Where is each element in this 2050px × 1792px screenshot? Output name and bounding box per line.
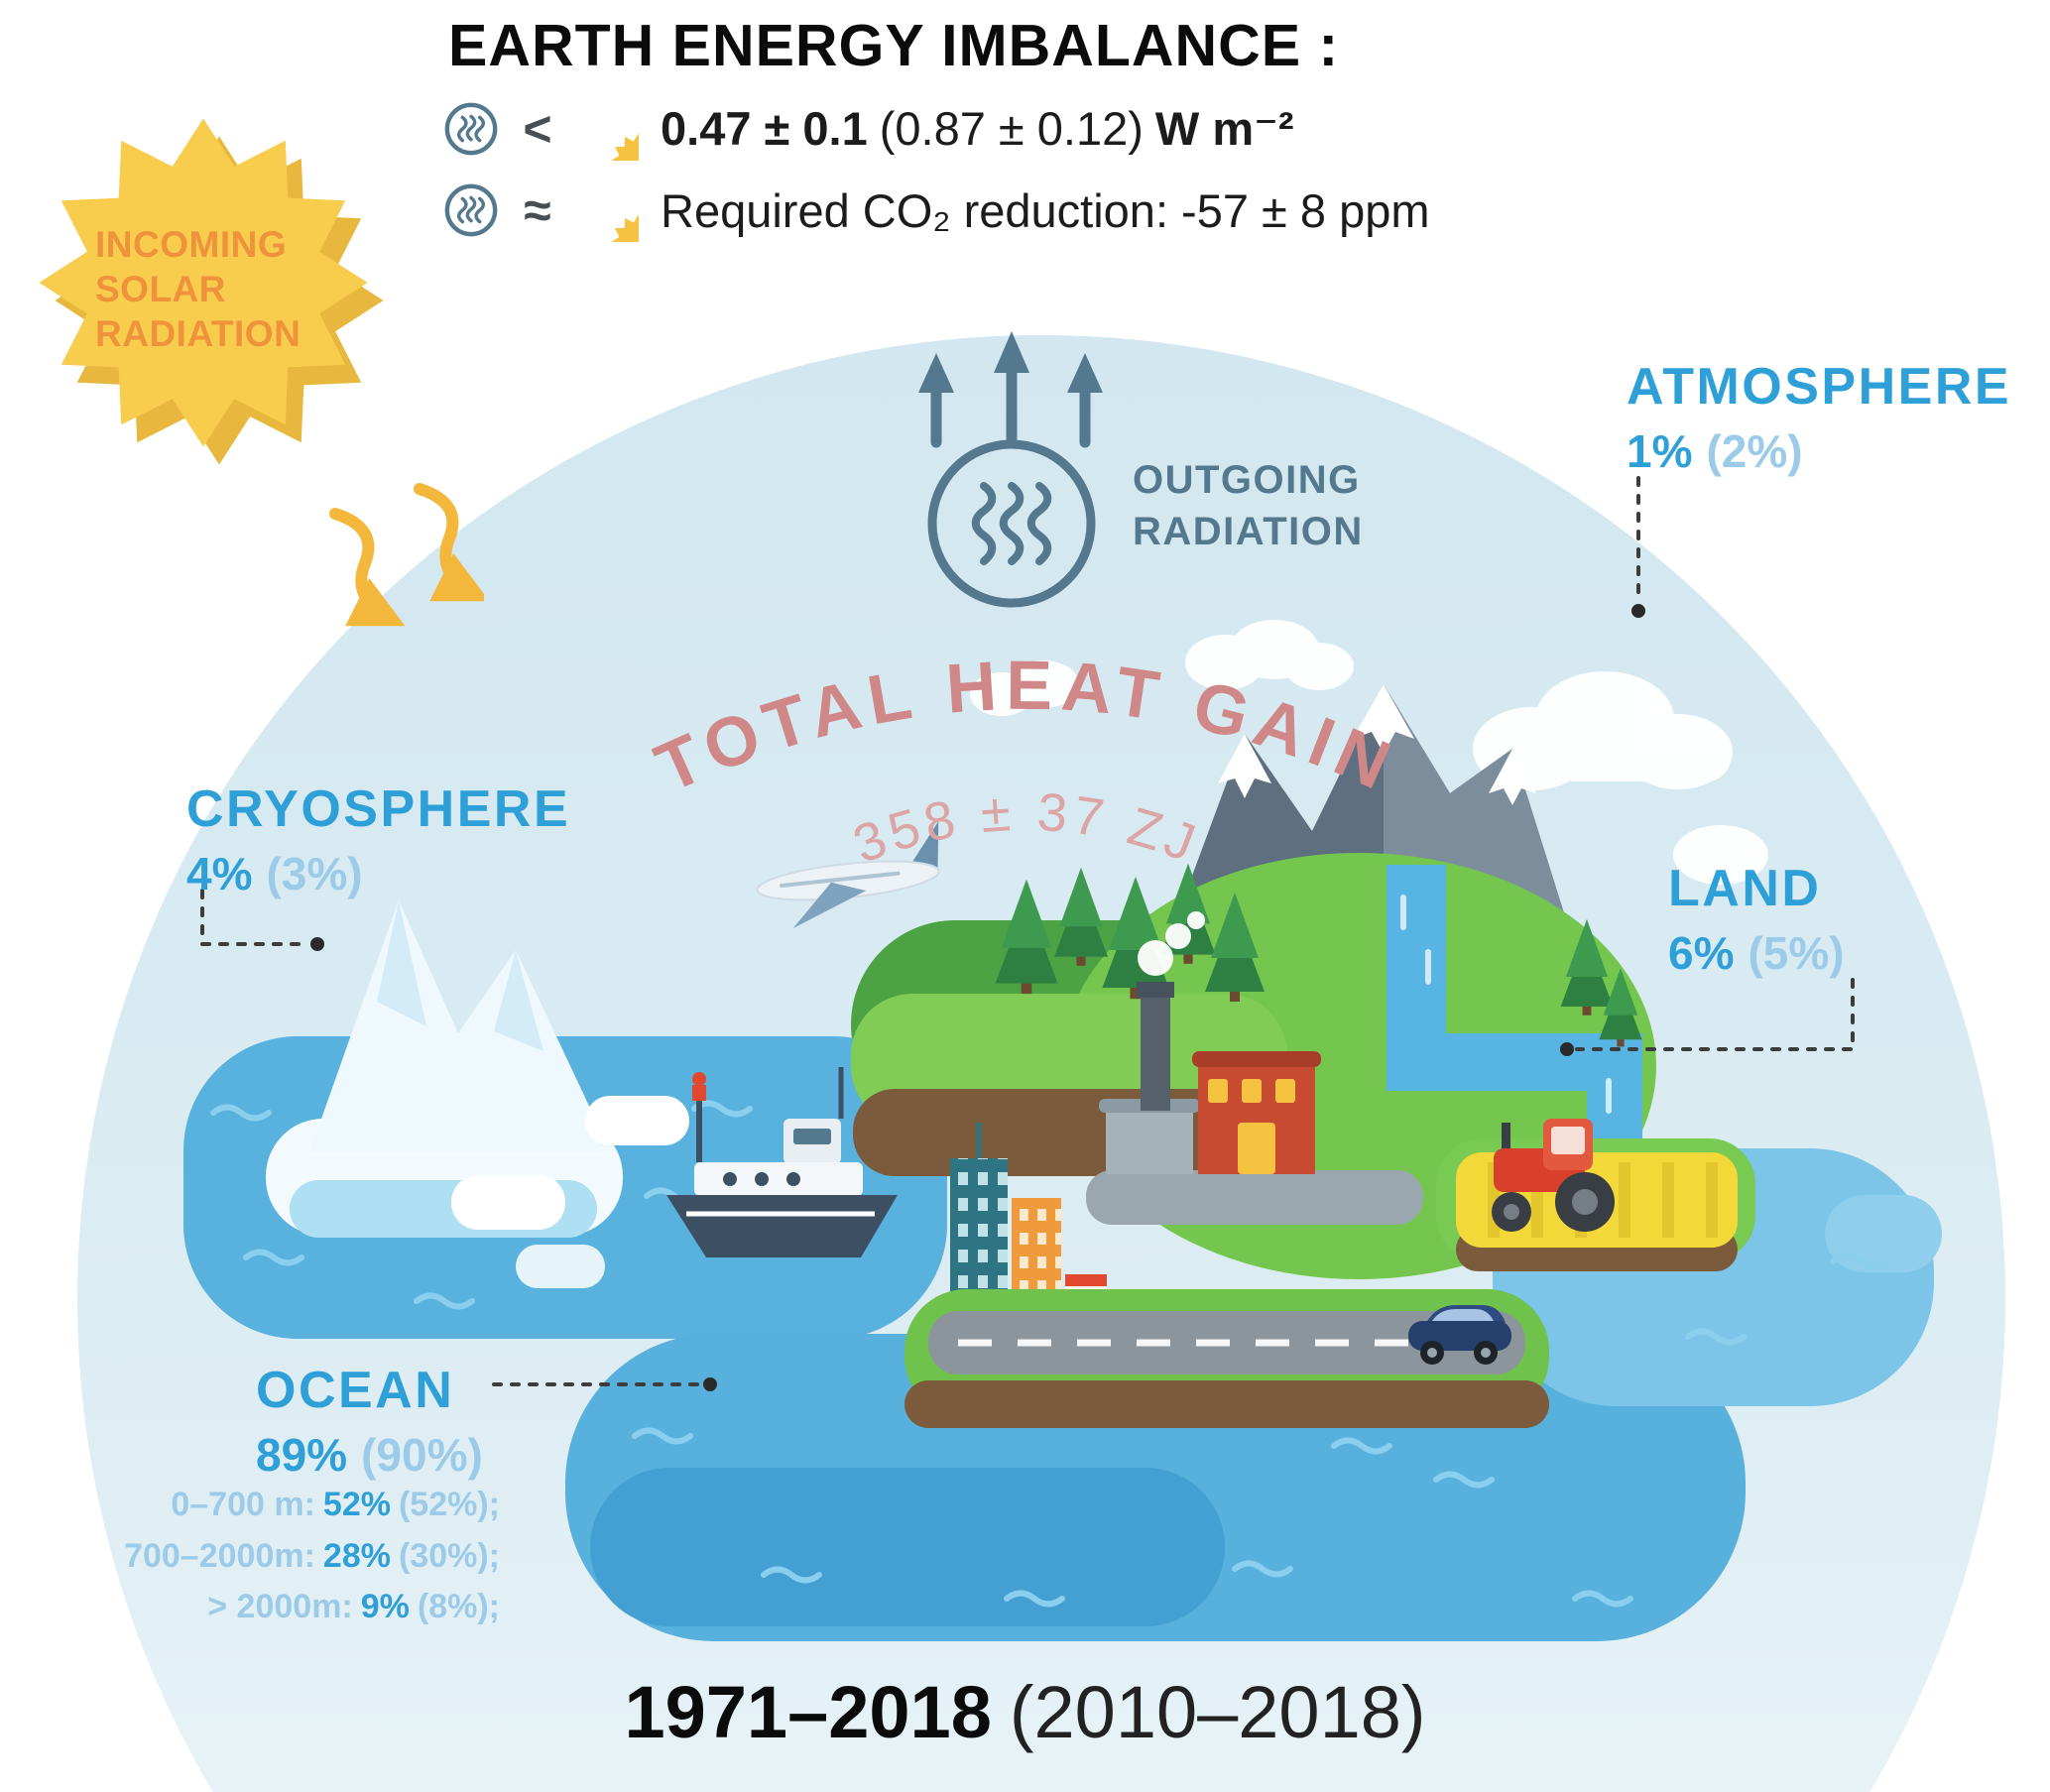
solar-radiation-icon-small	[575, 179, 639, 242]
approx-symbol: ≈	[524, 182, 551, 238]
cryosphere-value: 4%	[186, 848, 253, 899]
depth-range: > 2000m:	[207, 1588, 353, 1626]
incoming-sun	[39, 118, 484, 627]
ocean-depth-line-2: 700–2000m: 28% (30%);	[85, 1531, 500, 1583]
connector-atmosphere	[1631, 476, 1645, 618]
period-primary: 1971–2018	[624, 1671, 992, 1753]
depth-value: 28%	[322, 1536, 391, 1575]
atmosphere-value: 1%	[1627, 425, 1693, 477]
atmosphere-value-alt: (2%)	[1706, 425, 1803, 477]
co2-equation: ≈ Required CO₂ reduction: -57 ± 8 ppm	[442, 175, 1430, 246]
land-label: LAND 6% (5%)	[1668, 859, 1845, 980]
imbalance-value-alt: (0.87 ± 0.12)	[879, 102, 1144, 155]
depth-value-alt: (30%);	[398, 1536, 500, 1575]
atmosphere-values: 1% (2%)	[1627, 424, 2011, 478]
solar-ray-arrows	[329, 483, 484, 627]
time-period: 1971–2018 (2010–2018)	[0, 1670, 2050, 1754]
solar-radiation-icon-small	[575, 97, 639, 161]
cryosphere-name: CRYOSPHERE	[186, 780, 571, 838]
ocean-label: OCEAN 89% (90%)	[256, 1361, 483, 1482]
outgoing-arrows	[918, 331, 1103, 448]
atmosphere-name: ATMOSPHERE	[1627, 358, 2012, 416]
ocean-depth-line-1: 0–700 m: 52% (52%);	[85, 1480, 500, 1531]
less-than-symbol: <	[523, 101, 552, 157]
imbalance-equation: < 0.47 ± 0.1 (0.87 ± 0.12) W m⁻²	[442, 93, 1294, 165]
connector-land	[1560, 978, 1855, 1056]
outgoing-radiation-icon	[927, 439, 1096, 608]
imbalance-value: 0.47 ± 0.1	[661, 102, 868, 155]
ship	[666, 1067, 898, 1257]
outgoing-radiation-label: OUTGOING RADIATION	[1133, 458, 1364, 553]
depth-value-alt: (8%);	[417, 1588, 500, 1626]
incoming-solar-radiation-label: INCOMING SOLAR RADIATION	[95, 224, 301, 355]
land-value-alt: (5%)	[1748, 927, 1845, 979]
tractor	[1492, 1119, 1615, 1232]
depth-value: 52%	[322, 1486, 391, 1523]
airplane	[756, 821, 940, 929]
period-alt: (2010–2018)	[1009, 1671, 1426, 1753]
page-title: EARTH ENERGY IMBALANCE :	[448, 13, 1340, 78]
cryosphere-value-alt: (3%)	[266, 848, 363, 899]
ocean-depth-breakdown: 0–700 m: 52% (52%); 700–2000m: 28% (30%); > …	[85, 1480, 500, 1633]
depth-range: 700–2000m:	[124, 1536, 315, 1575]
factory	[1086, 911, 1423, 1225]
connector-cryosphere	[200, 889, 324, 951]
ocean-depth-line-3: > 2000m: 9% (8%);	[85, 1582, 500, 1633]
imbalance-unit: W m⁻²	[1154, 102, 1294, 155]
depth-value-alt: (52%);	[398, 1486, 500, 1523]
land-name: LAND	[1668, 860, 1822, 917]
outgoing-radiation-icon-small	[442, 100, 500, 158]
ocean-value-alt: (90%)	[361, 1429, 483, 1481]
outgoing-radiation-icon-small	[442, 181, 500, 239]
ocean-name: OCEAN	[256, 1362, 455, 1419]
cryosphere-values: 4% (3%)	[186, 847, 570, 900]
connector-ocean	[492, 1377, 717, 1391]
ocean-value: 89%	[256, 1429, 348, 1481]
iceberg	[266, 900, 689, 1288]
land-values: 6% (5%)	[1668, 926, 1845, 980]
atmosphere-label: ATMOSPHERE 1% (2%)	[1627, 357, 2011, 478]
depth-range: 0–700 m:	[171, 1486, 315, 1523]
ocean-values: 89% (90%)	[256, 1428, 483, 1482]
depth-value: 9%	[360, 1588, 410, 1626]
cryosphere-label: CRYOSPHERE 4% (3%)	[186, 779, 570, 900]
co2-reduction-text: Required CO₂ reduction: -57 ± 8 ppm	[661, 183, 1430, 237]
car	[1408, 1305, 1511, 1365]
imbalance-value-text: 0.47 ± 0.1 (0.87 ± 0.12) W m⁻²	[661, 101, 1294, 157]
road-island	[904, 1289, 1549, 1428]
land-value: 6%	[1668, 927, 1735, 979]
